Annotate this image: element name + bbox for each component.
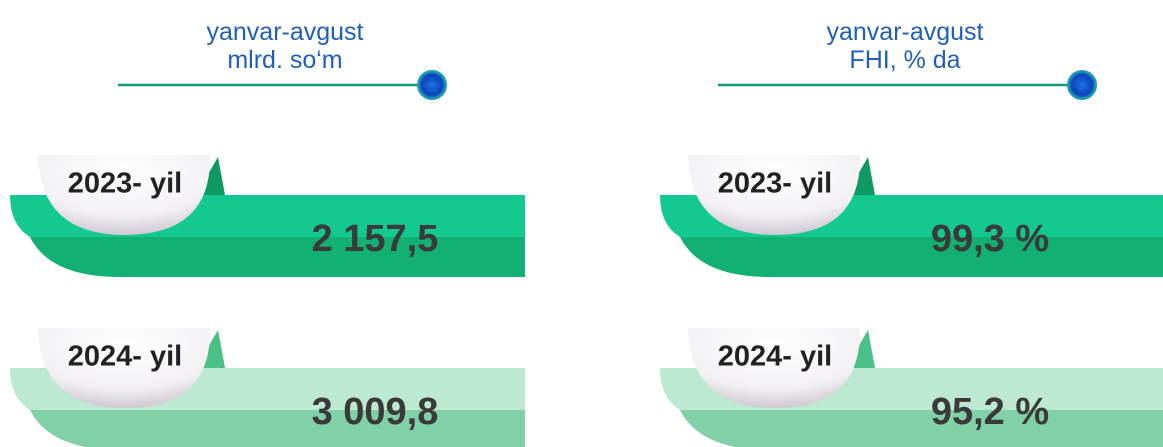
value-text: 99,3 % [931,218,1049,260]
value-text: 95,2 % [931,391,1049,433]
value-band-bottom [680,410,1163,447]
header-dot [417,70,447,100]
year-tab [38,155,211,235]
value-band-bottom [30,410,525,447]
value-band-bottom [680,237,1163,277]
year-tab [688,155,861,235]
year-label: 2023- yil [718,168,832,200]
value-text: 3 009,8 [312,391,439,433]
header-text: yanvar-avgust [206,18,363,46]
header-text: yanvar-avgust [826,18,983,46]
year-label: 2024- yil [718,341,832,373]
header-dot [1067,70,1097,100]
year-label: 2024- yil [68,341,182,373]
year-label: 2023- yil [68,168,182,200]
header-text: mlrd. so‘m [227,46,342,74]
year-tab [688,328,861,408]
value-text: 2 157,5 [312,218,439,260]
header-text: FHI, % da [849,46,960,74]
year-tab [38,328,211,408]
value-band-bottom [30,237,525,277]
